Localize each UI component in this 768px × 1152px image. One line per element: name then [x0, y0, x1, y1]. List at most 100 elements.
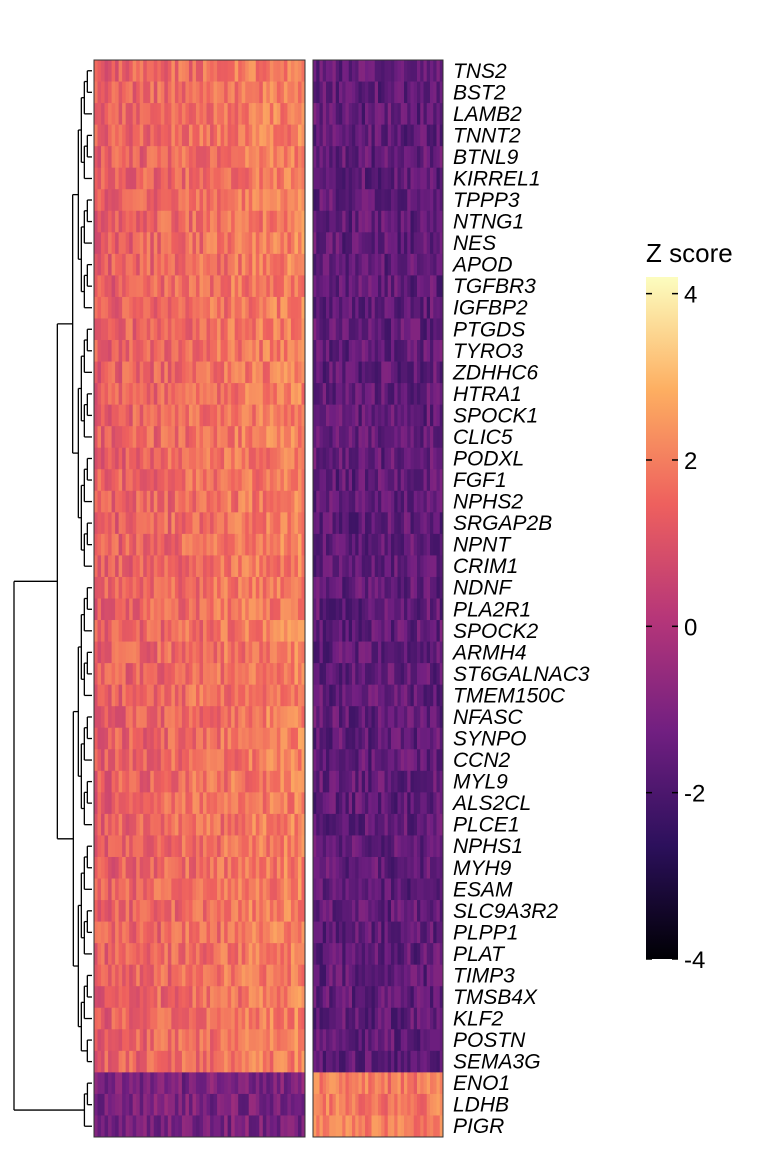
heatmap-cell	[290, 943, 295, 966]
heatmap-cell	[129, 878, 134, 901]
heatmap-cell	[329, 921, 333, 944]
heatmap-cell	[234, 1093, 239, 1116]
heatmap-cell	[122, 1050, 127, 1073]
heatmap-cell	[361, 383, 366, 406]
heatmap-cell	[203, 706, 207, 729]
heatmap-cell	[378, 469, 382, 492]
heatmap-cell	[178, 878, 183, 901]
heatmap-cell	[417, 620, 421, 642]
heatmap-cell	[150, 684, 155, 707]
heatmap-cell	[111, 792, 116, 815]
heatmap-cell	[171, 706, 176, 729]
heatmap-cell	[143, 835, 148, 858]
heatmap-cell	[394, 921, 398, 944]
heatmap-cell	[132, 770, 137, 793]
heatmap-cell	[316, 1029, 320, 1052]
heatmap-cell	[283, 620, 288, 642]
heatmap-cell	[122, 813, 127, 836]
heatmap-cell	[238, 60, 243, 82]
heatmap-cell	[101, 684, 105, 707]
heatmap-cell	[241, 770, 246, 793]
heatmap-cell	[171, 253, 176, 276]
heatmap-cell	[287, 189, 292, 212]
heatmap-cell	[111, 533, 116, 556]
heatmap-cell	[111, 921, 116, 944]
heatmap-cell	[238, 856, 243, 879]
heatmap-cell	[420, 1029, 424, 1052]
heatmap-cell	[245, 60, 250, 82]
heatmap-cell	[94, 124, 98, 147]
heatmap-cell	[332, 706, 337, 729]
heatmap-cell	[234, 426, 239, 449]
heatmap-cell	[132, 856, 137, 879]
heatmap-cell	[378, 275, 382, 298]
heatmap-cell	[217, 189, 221, 212]
heatmap-cell	[342, 189, 346, 212]
heatmap-cell	[153, 296, 158, 319]
heatmap-cell	[319, 512, 324, 535]
heatmap-cell	[188, 1072, 193, 1095]
heatmap-cell	[195, 383, 200, 406]
heatmap-cell	[283, 318, 288, 341]
heatmap-cell	[174, 663, 179, 686]
heatmap-cell	[339, 296, 343, 319]
heatmap-cell	[178, 641, 183, 664]
heatmap-cell	[342, 469, 346, 492]
heatmap-cell	[97, 1050, 102, 1073]
heatmap-cell	[280, 447, 285, 470]
heatmap-cell	[269, 598, 274, 621]
heatmap-cell	[276, 404, 281, 427]
heatmap-cell	[143, 340, 148, 362]
heatmap-cell	[297, 340, 302, 362]
heatmap-cell	[129, 533, 134, 556]
heatmap-cell	[206, 986, 211, 1009]
heatmap-cell	[181, 1115, 186, 1138]
heatmap-cell	[101, 620, 105, 642]
heatmap-cell	[345, 856, 350, 879]
heatmap-cell	[290, 856, 295, 879]
heatmap-cell	[266, 900, 271, 922]
heatmap-cell	[433, 706, 437, 729]
heatmap-cell	[322, 964, 327, 987]
heatmap-cell	[174, 1115, 179, 1138]
heatmap-cell	[203, 1072, 207, 1095]
heatmap-cell	[231, 253, 236, 276]
heatmap-cell	[160, 447, 165, 470]
heatmap-cell	[259, 167, 264, 190]
heatmap-cell	[322, 835, 327, 858]
heatmap-cell	[203, 835, 207, 858]
heatmap-cell	[348, 275, 353, 298]
heatmap-cell	[332, 749, 337, 772]
heatmap-cell	[195, 275, 200, 298]
heatmap-cell	[188, 1029, 193, 1052]
heatmap-cell	[358, 361, 363, 384]
heatmap-cell	[269, 964, 274, 987]
heatmap-cell	[164, 1072, 169, 1095]
heatmap-cell	[262, 1093, 267, 1116]
heatmap-cell	[97, 641, 102, 664]
heatmap-cell	[185, 921, 190, 944]
heatmap-cell	[283, 426, 288, 449]
heatmap-cell	[108, 275, 112, 298]
heatmap-cell	[118, 749, 123, 772]
heatmap-cell	[195, 189, 200, 212]
heatmap-cell	[203, 340, 207, 362]
heatmap-cell	[199, 1093, 204, 1116]
heatmap-cell	[245, 124, 250, 147]
heatmap-cell	[160, 749, 165, 772]
heatmap-cell	[283, 1072, 288, 1095]
heatmap-cell	[150, 1072, 155, 1095]
heatmap-cell	[368, 253, 372, 276]
heatmap-cell	[430, 835, 434, 858]
heatmap-cell	[423, 124, 428, 147]
heatmap-cell	[248, 383, 253, 406]
heatmap-cell	[231, 146, 236, 169]
heatmap-cell	[287, 469, 292, 492]
heatmap-cell	[294, 318, 299, 341]
heatmap-cell	[245, 512, 250, 535]
heatmap-cell	[407, 469, 411, 492]
heatmap-cell	[224, 878, 229, 901]
heatmap-cell	[365, 1007, 369, 1030]
heatmap-cell	[146, 383, 151, 406]
heatmap-cell	[104, 813, 109, 836]
